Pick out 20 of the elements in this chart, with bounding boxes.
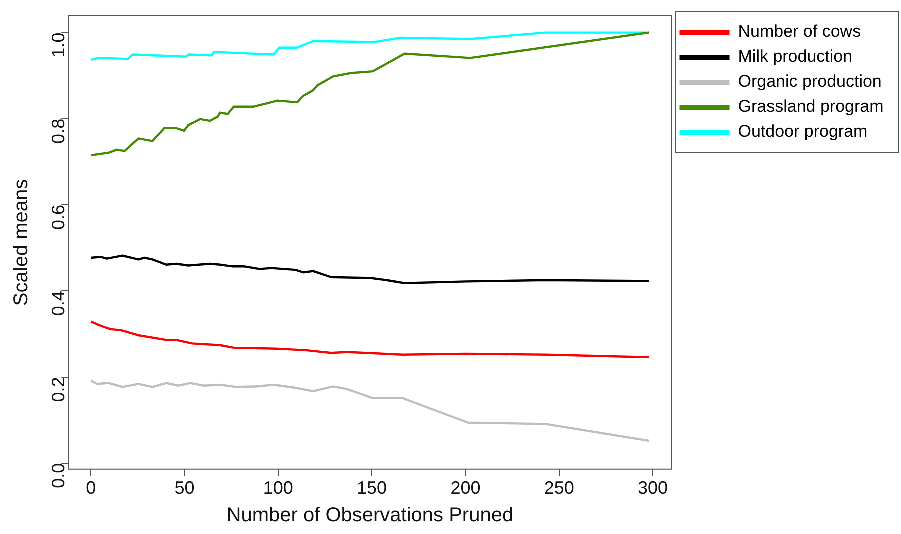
x-tick-label: 150 xyxy=(357,478,388,498)
y-tick-label: 0.2 xyxy=(48,377,69,402)
legend-label: Number of cows xyxy=(738,22,862,42)
x-tick-label: 100 xyxy=(263,478,294,498)
x-tick-label: 50 xyxy=(174,478,195,498)
legend-label: Outdoor program xyxy=(738,122,868,142)
y-tick-label: 0.4 xyxy=(48,291,69,316)
y-tick-label: 1.0 xyxy=(48,32,69,58)
legend-label: Milk production xyxy=(738,47,853,66)
x-tick-label: 0 xyxy=(86,478,96,498)
x-tick-label: 200 xyxy=(450,478,481,498)
legend-label: Organic production xyxy=(738,72,882,92)
y-tick-label: 0.6 xyxy=(48,205,69,230)
x-tick-label: 250 xyxy=(544,478,574,498)
x-tick-label: 300 xyxy=(638,478,668,498)
legend-label: Grassland program xyxy=(738,97,884,116)
y-axis-title: Scaled means xyxy=(10,179,33,306)
y-tick-label: 0.0 xyxy=(48,463,69,488)
x-axis-title: Number of Observations Pruned xyxy=(226,504,514,527)
y-tick-label: 0.8 xyxy=(48,118,69,144)
